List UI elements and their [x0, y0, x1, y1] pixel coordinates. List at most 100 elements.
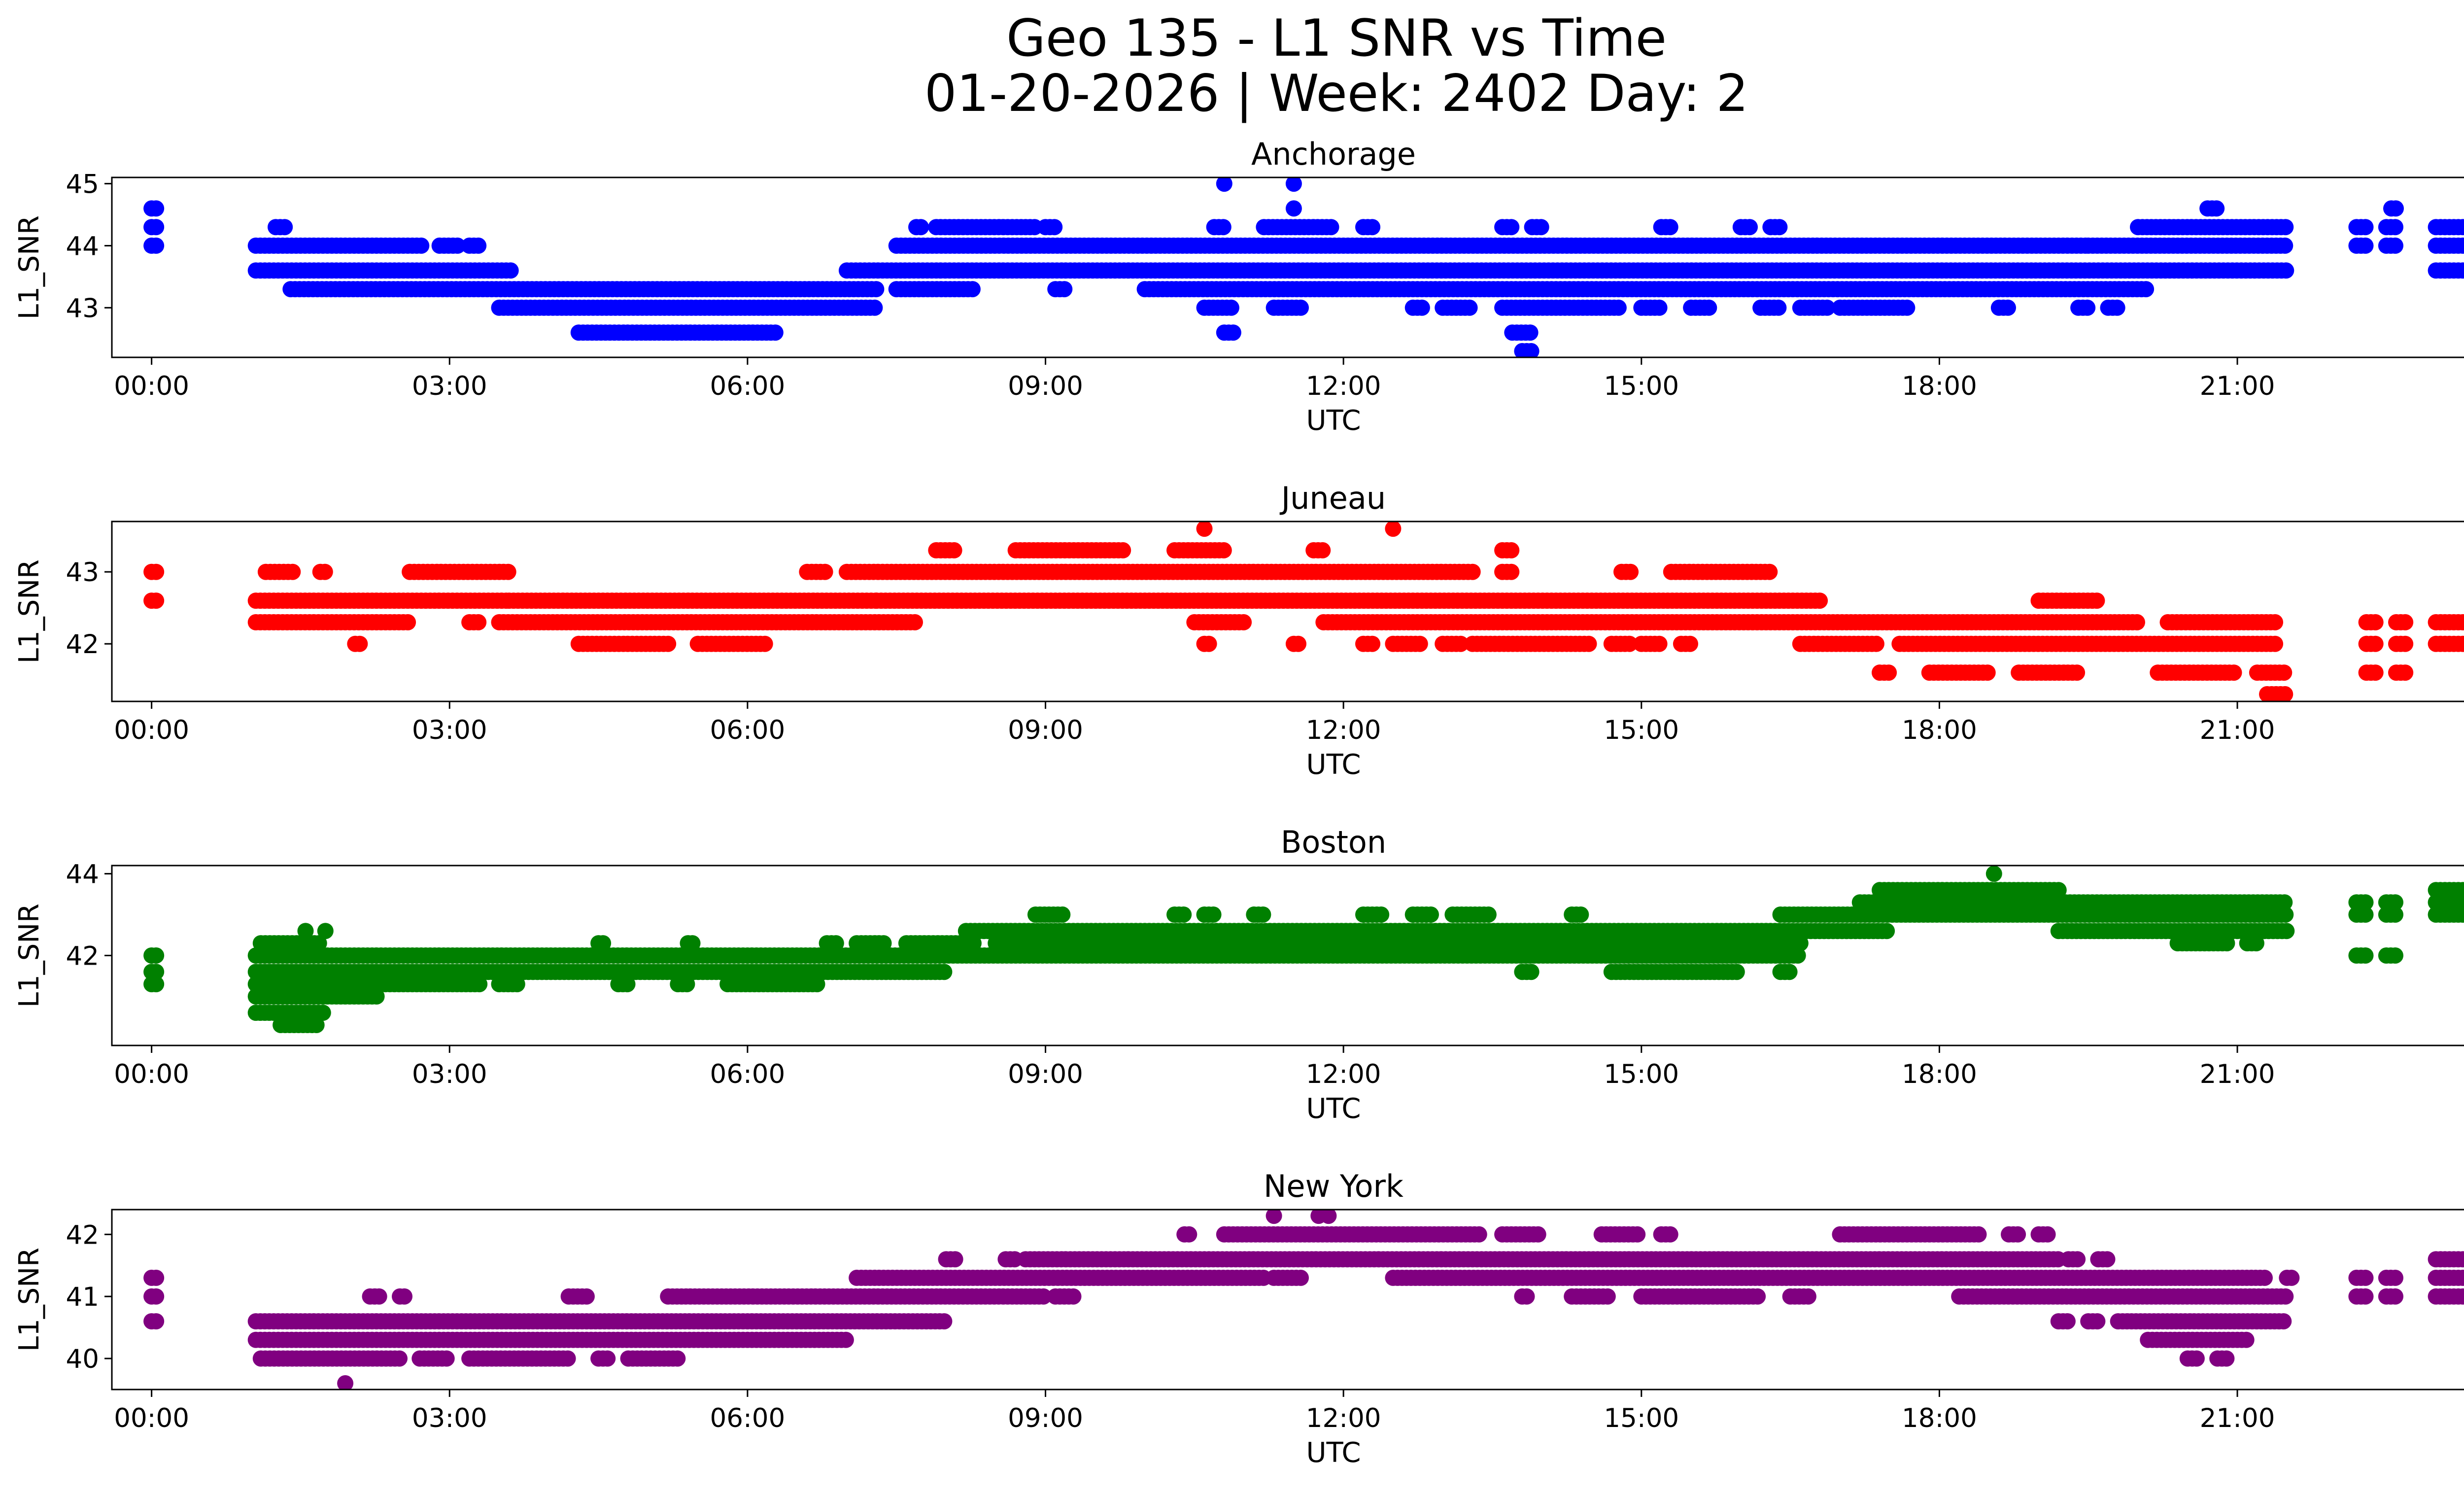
data-point — [1629, 1226, 1646, 1243]
data-point — [1879, 923, 1895, 939]
data-point — [2010, 1226, 2026, 1243]
y-tick-label: 42 — [66, 629, 99, 660]
y-tick-label: 45 — [66, 170, 99, 200]
data-point — [2039, 1226, 2056, 1243]
data-point — [947, 1251, 963, 1268]
data-point — [2459, 636, 2464, 652]
data-point — [316, 563, 333, 580]
data-point — [1662, 219, 1678, 236]
data-point — [2459, 1252, 2464, 1267]
data-point — [1235, 614, 1252, 630]
data-point — [2109, 299, 2125, 316]
data-point — [817, 563, 833, 580]
data-point — [1056, 281, 1073, 298]
data-point — [2277, 219, 2294, 236]
x-axis-label: UTC — [1306, 405, 1361, 437]
data-point — [2278, 262, 2294, 279]
data-point — [2459, 895, 2464, 910]
data-point — [1662, 1226, 1678, 1243]
x-tick-label: 09:00 — [1008, 1059, 1083, 1089]
data-point — [502, 262, 519, 279]
data-point — [679, 976, 695, 993]
data-point — [1503, 219, 1520, 236]
data-point — [1471, 1226, 1487, 1243]
data-point — [756, 635, 773, 652]
data-point — [1364, 635, 1381, 652]
data-point — [2267, 614, 2284, 630]
data-point — [500, 563, 516, 580]
data-point — [2357, 237, 2374, 254]
data-point — [1461, 299, 1478, 316]
data-point — [827, 935, 844, 952]
x-tick-label: 09:00 — [1008, 715, 1083, 745]
data-point — [1413, 299, 1430, 316]
data-point — [2459, 263, 2464, 278]
data-point — [1701, 299, 1717, 316]
data-point — [1580, 635, 1597, 652]
data-point — [1812, 592, 1828, 609]
data-point — [2387, 894, 2403, 911]
data-point — [2278, 923, 2295, 939]
data-point — [148, 1269, 165, 1286]
data-point — [2000, 299, 2016, 316]
data-point — [619, 976, 636, 993]
data-point — [317, 923, 334, 939]
data-point — [1046, 219, 1063, 236]
data-point — [2459, 219, 2464, 235]
data-point — [2138, 281, 2155, 298]
data-point — [2387, 237, 2403, 254]
data-point — [1573, 906, 1589, 923]
data-point — [148, 237, 165, 254]
x-tick-label: 15:00 — [1604, 1059, 1679, 1089]
data-point — [2459, 882, 2464, 898]
data-point — [2459, 238, 2464, 253]
data-point — [1523, 343, 1540, 357]
data-point — [1503, 563, 1520, 580]
data-point — [1789, 947, 1806, 964]
data-point — [1770, 299, 1787, 316]
data-point — [2088, 592, 2105, 609]
y-axis-label: L1_SNR — [13, 215, 45, 319]
x-tick-label: 12:00 — [1306, 715, 1381, 745]
data-point — [1223, 299, 1239, 316]
data-point — [413, 237, 430, 254]
data-point — [595, 935, 612, 952]
data-point — [449, 237, 466, 254]
data-point — [297, 923, 314, 939]
data-point — [276, 219, 293, 236]
figure-title-line2: 01-20-2026 | Week: 2402 Day: 2 — [924, 64, 1748, 123]
x-axis-label: UTC — [1306, 1093, 1361, 1125]
x-tick-label: 06:00 — [710, 1059, 786, 1089]
data-point — [2397, 664, 2414, 681]
data-point — [308, 1017, 325, 1033]
data-point — [2357, 906, 2374, 923]
data-point — [314, 1005, 331, 1021]
x-tick-label: 00:00 — [114, 715, 189, 745]
y-tick-label: 44 — [66, 231, 99, 261]
data-point — [1881, 664, 1897, 681]
data-point — [148, 964, 165, 980]
series-new-york — [143, 1210, 2464, 1390]
data-point — [2248, 935, 2264, 952]
data-point — [1728, 964, 1745, 980]
data-point — [1215, 542, 1232, 558]
data-point — [965, 935, 982, 952]
data-point — [1523, 964, 1540, 980]
data-point — [1285, 200, 1302, 217]
x-tick-label: 15:00 — [1604, 371, 1679, 401]
subplot-title: Juneau — [1279, 480, 1386, 516]
data-point — [868, 281, 885, 298]
data-point — [1621, 635, 1638, 652]
data-point — [2357, 219, 2374, 236]
y-tick-label: 42 — [66, 941, 99, 972]
series-boston — [143, 866, 2464, 1033]
data-point — [1533, 219, 1549, 236]
data-point — [2069, 664, 2086, 681]
data-point — [1899, 299, 1916, 316]
data-point — [1205, 906, 1222, 923]
plot-frame — [111, 521, 2464, 702]
